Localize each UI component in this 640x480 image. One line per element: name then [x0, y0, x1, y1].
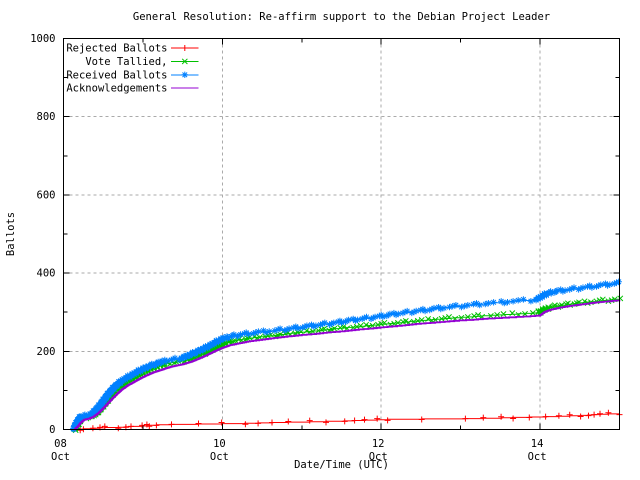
- chart-title: General Resolution: Re-affirm support to…: [133, 11, 550, 23]
- x-tick-label-month: Oct: [528, 451, 547, 463]
- y-tick-label: 600: [37, 189, 56, 201]
- y-tick-label: 400: [37, 268, 56, 280]
- x-tick-label-day: 08: [54, 438, 67, 450]
- legend-sample-marker: [181, 58, 188, 65]
- x-tick-label-day: 14: [531, 438, 544, 450]
- x-tick-label-month: Oct: [369, 451, 388, 463]
- y-tick-label: 1000: [30, 33, 55, 45]
- legend-label: Received Ballots: [66, 69, 167, 81]
- series-acknowledgements-line: [74, 299, 621, 431]
- legend-sample-marker: [181, 45, 188, 51]
- x-tick-label-day: 12: [372, 438, 385, 450]
- y-axis-label: Ballots: [5, 212, 17, 256]
- series-received-ballots-line: [73, 282, 620, 430]
- legend-label: Vote Tallied,: [85, 56, 167, 68]
- y-tick-label: 200: [37, 346, 56, 358]
- legend-sample-marker: [181, 71, 188, 78]
- series-received-ballots-markers: [70, 278, 622, 433]
- legend-label: Rejected Ballots: [66, 43, 167, 55]
- x-tick-label-month: Oct: [210, 451, 229, 463]
- x-tick-label-day: 10: [213, 438, 226, 450]
- x-axis-label: Date/Time (UTC): [294, 459, 389, 471]
- y-tick-label: 800: [37, 111, 56, 123]
- y-tick-label: 0: [49, 424, 55, 436]
- x-tick-label-month: Oct: [51, 451, 70, 463]
- legend-label: Acknowledgements: [66, 83, 167, 95]
